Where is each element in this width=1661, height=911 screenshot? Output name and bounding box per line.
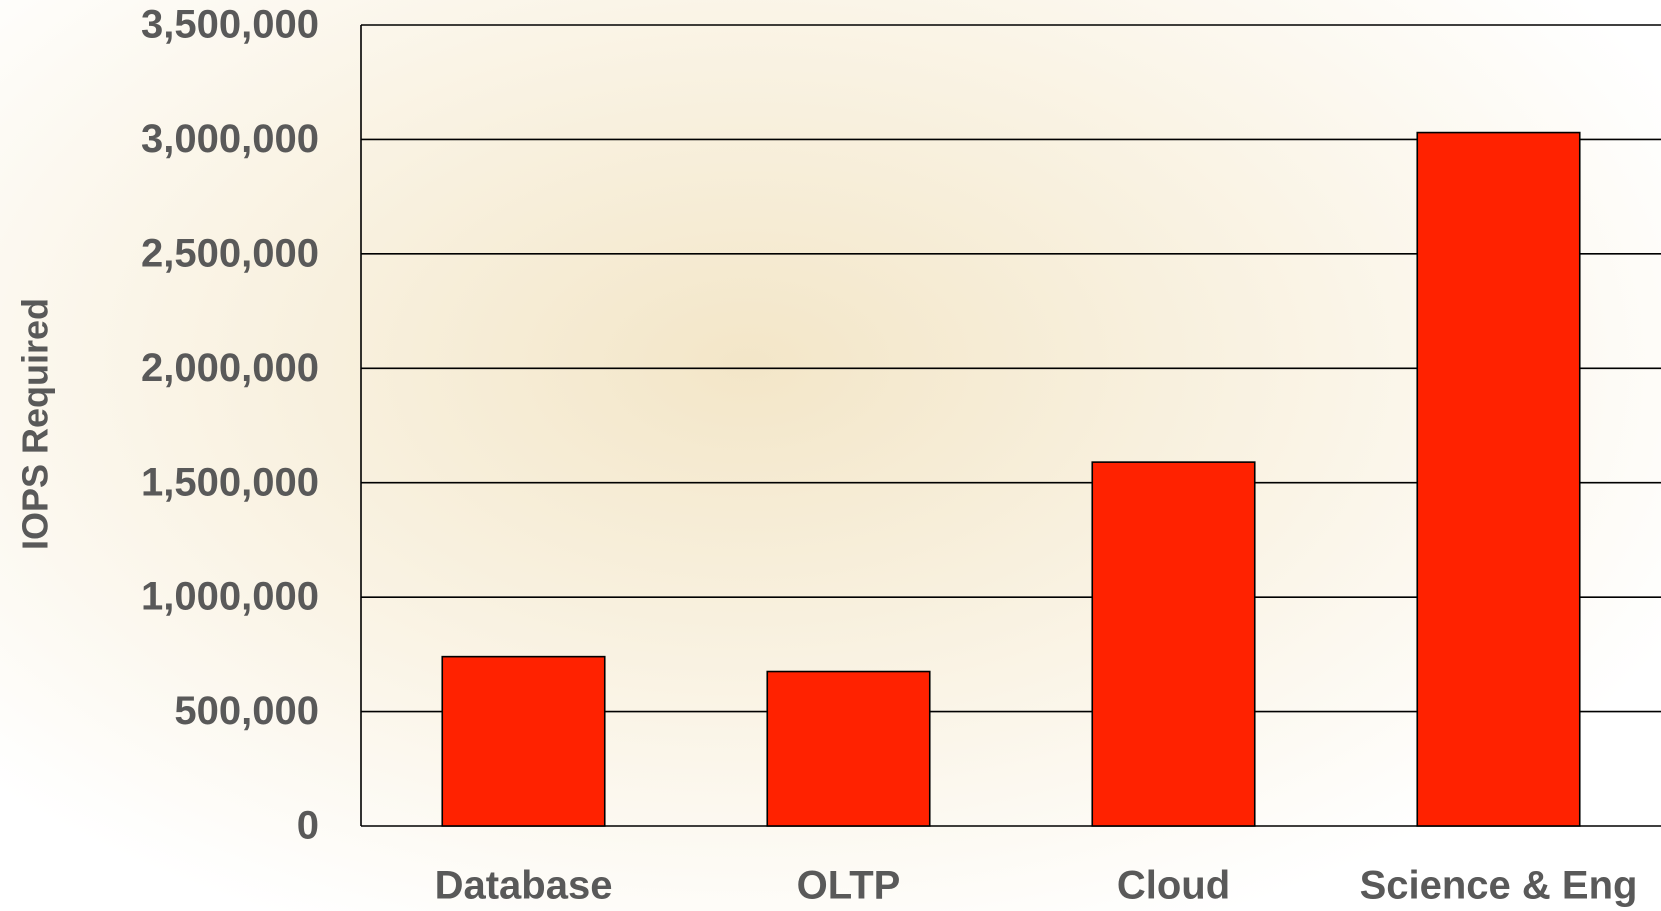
y-tick-label: 3,000,000 [141, 117, 319, 161]
y-tick-label: 0 [297, 804, 319, 848]
bar [1092, 462, 1255, 826]
y-axis-title: IOPS Required [15, 298, 56, 550]
y-tick-label: 2,000,000 [141, 346, 319, 390]
y-tick-label: 2,500,000 [141, 231, 319, 275]
y-tick-label: 3,500,000 [141, 3, 319, 47]
bar [767, 672, 930, 826]
x-tick-label: OLTP [797, 864, 901, 908]
bar [442, 657, 605, 826]
y-tick-label: 500,000 [174, 689, 319, 733]
x-tick-label: Database [435, 864, 613, 908]
page: {"chart_data": {"type": "bar", "y_label"… [0, 0, 1661, 911]
x-tick-label: Cloud [1117, 864, 1230, 908]
bar [1417, 133, 1580, 826]
x-tick-label: Science & Eng [1360, 864, 1638, 908]
y-tick-label: 1,500,000 [141, 460, 319, 504]
y-tick-label: 1,000,000 [141, 575, 319, 619]
chart: IOPS Required 0 500,000 1,000,000 1,500,000… [0, 0, 1661, 911]
